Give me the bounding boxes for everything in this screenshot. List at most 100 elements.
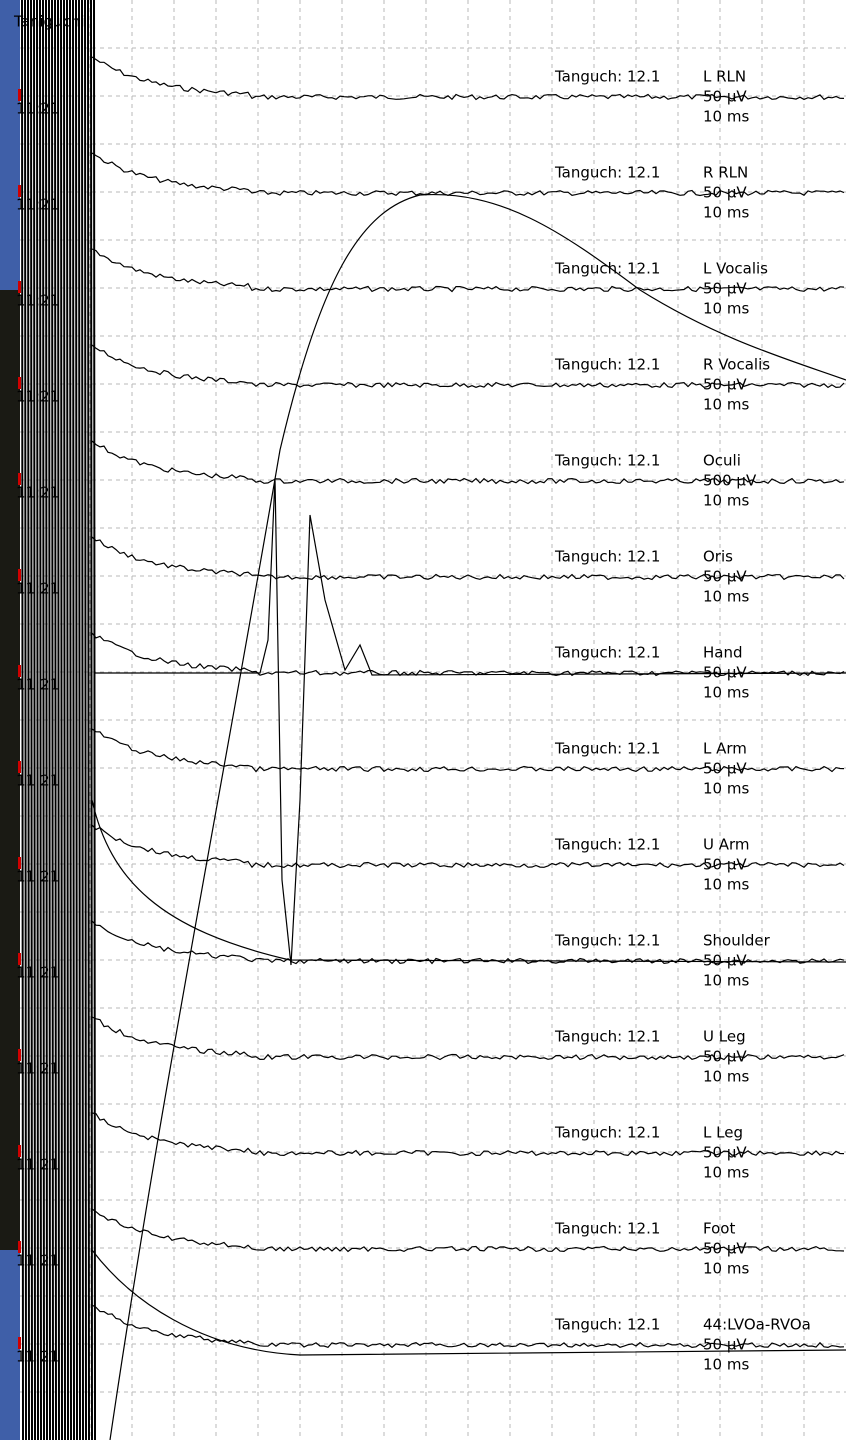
sweep-label: 10 ms xyxy=(703,588,749,606)
sweep-label: 10 ms xyxy=(703,1260,749,1278)
channel-trace xyxy=(91,248,845,293)
time-label: 11:21 xyxy=(16,580,59,598)
sweep-label: 10 ms xyxy=(703,1356,749,1374)
sweep-label: 10 ms xyxy=(703,1068,749,1086)
subject-label: Tanguch: 12.1 xyxy=(554,836,660,854)
channel-name: Oris xyxy=(703,548,733,566)
spike xyxy=(95,477,846,966)
left-photo xyxy=(0,290,20,1250)
channel-trace xyxy=(91,152,845,197)
time-label: 11:21 xyxy=(16,868,59,886)
time-label: 11:21 xyxy=(16,964,59,982)
time-label: 11:21 xyxy=(16,1060,59,1078)
time-label: 11:21 xyxy=(16,676,59,694)
gain-label: 50 µV xyxy=(703,1048,747,1066)
subject-label: Tanguch: 12.1 xyxy=(554,1220,660,1238)
gain-label: 50 µV xyxy=(703,280,747,298)
channel-trace xyxy=(91,824,845,869)
channel-trace xyxy=(91,536,845,581)
decay-curve xyxy=(91,799,846,963)
marker xyxy=(18,89,21,101)
gain-label: 50 µV xyxy=(703,664,747,682)
channel-trace xyxy=(91,1208,845,1253)
sweep-label: 10 ms xyxy=(703,1164,749,1182)
channel-trace xyxy=(91,344,845,389)
subject-label: Tanguch: 12.1 xyxy=(554,356,660,374)
subject-label: Tanguch: 12.1 xyxy=(554,260,660,278)
large-arc xyxy=(109,193,846,1440)
channel-trace xyxy=(91,1112,845,1157)
grid xyxy=(20,0,846,1440)
subject-label: Tanguch: 12.1 xyxy=(554,644,660,662)
gain-label: 50 µV xyxy=(703,184,747,202)
channel-name: Hand xyxy=(703,644,743,662)
gain-label: 50 µV xyxy=(703,1336,747,1354)
subject-label: Tanguch: 12.1 xyxy=(554,1124,660,1142)
channel-name: Foot xyxy=(703,1220,735,1238)
channel-name: U Arm xyxy=(703,836,750,854)
channel-name: L Vocalis xyxy=(703,260,768,278)
channel-trace xyxy=(91,728,845,773)
time-label: 11:21 xyxy=(16,484,59,502)
marker xyxy=(18,665,21,677)
sweep-label: 10 ms xyxy=(703,684,749,702)
gain-label: 50 µV xyxy=(703,952,747,970)
marker xyxy=(18,1241,21,1253)
channel-name: 44:LVOa-RVOa xyxy=(703,1316,811,1334)
marker xyxy=(18,1049,21,1061)
channel-name: L Arm xyxy=(703,740,747,758)
subject-label: Tanguch: 12.1 xyxy=(554,932,660,950)
sweep-label: 10 ms xyxy=(703,396,749,414)
gain-label: 50 µV xyxy=(703,856,747,874)
gain-label: 50 µV xyxy=(703,1240,747,1258)
marker xyxy=(18,953,21,965)
marker xyxy=(18,761,21,773)
gain-label: 500 µV xyxy=(703,472,757,490)
subject-label: Tanguch: 12.1 xyxy=(554,68,660,86)
time-label: 11:21 xyxy=(16,388,59,406)
gain-label: 50 µV xyxy=(703,760,747,778)
sweep-label: 10 ms xyxy=(703,204,749,222)
marker xyxy=(18,1337,21,1349)
time-label: 11:21 xyxy=(16,1348,59,1366)
time-label: 11:21 xyxy=(16,196,59,214)
sweep-label: 10 ms xyxy=(703,876,749,894)
subject-label: Tanguch: 12.1 xyxy=(554,164,660,182)
sweep-label: 10 ms xyxy=(703,492,749,510)
sweep-label: 10 ms xyxy=(703,300,749,318)
channel-trace xyxy=(91,920,845,965)
time-label: 11:21 xyxy=(16,1252,59,1270)
subject-label: Tanguch: 12.1 xyxy=(554,1028,660,1046)
channel-trace xyxy=(91,1016,845,1061)
marker xyxy=(18,857,21,869)
gain-label: 50 µV xyxy=(703,1144,747,1162)
channel-trace xyxy=(91,56,845,101)
artifact-lines xyxy=(21,0,96,1440)
marker xyxy=(18,185,21,197)
sweep-label: 10 ms xyxy=(703,108,749,126)
channel-name: R RLN xyxy=(703,164,748,182)
marker xyxy=(18,377,21,389)
sweep-label: 10 ms xyxy=(703,972,749,990)
marker xyxy=(18,569,21,581)
sweep-label: 10 ms xyxy=(703,780,749,798)
window-title: Taniguchi xyxy=(13,13,85,31)
decay-curve-2 xyxy=(91,1249,846,1356)
channel-trace xyxy=(91,632,845,677)
subject-label: Tanguch: 12.1 xyxy=(554,740,660,758)
channel-name: L Leg xyxy=(703,1124,743,1142)
channel-name: L RLN xyxy=(703,68,746,86)
marker xyxy=(18,281,21,293)
traces xyxy=(91,56,846,1440)
gain-label: 50 µV xyxy=(703,376,747,394)
channel-name: R Vocalis xyxy=(703,356,770,374)
time-label: 11:21 xyxy=(16,772,59,790)
subject-label: Tanguch: 12.1 xyxy=(554,548,660,566)
stimulus-artifact xyxy=(21,0,96,1440)
time-label: 11:21 xyxy=(16,100,59,118)
subject-label: Tanguch: 12.1 xyxy=(554,1316,660,1334)
channel-name: Shoulder xyxy=(703,932,771,950)
marker xyxy=(18,1145,21,1157)
marker xyxy=(18,473,21,485)
